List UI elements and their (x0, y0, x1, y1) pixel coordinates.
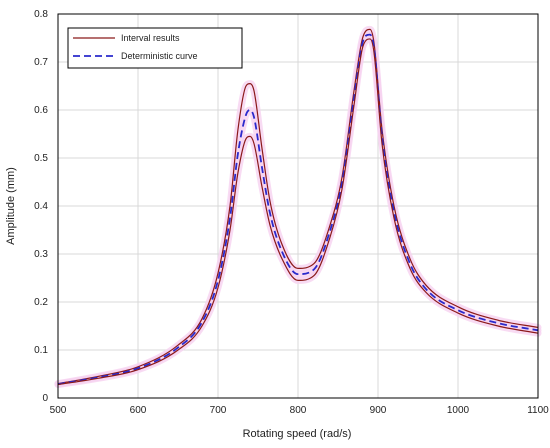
y-tick-label: 0.6 (34, 105, 48, 116)
x-tick-label: 800 (290, 405, 307, 416)
y-tick-label: 0.7 (34, 57, 48, 68)
legend-label-deterministic: Deterministic curve (121, 51, 198, 61)
x-tick-label: 1100 (527, 405, 549, 416)
y-axis-ticks: 0 0.1 0.2 0.3 0.4 0.5 0.6 0.7 0.8 (34, 9, 48, 404)
plot-frame (57, 13, 539, 399)
x-tick-label: 1000 (447, 405, 470, 416)
x-axis-label: Rotating speed (rad/s) (243, 428, 352, 440)
y-tick-label: 0.2 (34, 297, 48, 308)
chart-series (54, 25, 542, 389)
y-tick-label: 0.8 (34, 9, 48, 20)
legend-label-interval: Interval results (121, 33, 180, 43)
x-axis-ticks: 500 600 700 800 900 1000 1100 (50, 405, 550, 416)
x-tick-label: 500 (50, 405, 67, 416)
y-tick-label: 0.1 (34, 345, 48, 356)
series-line-interval-lower (57, 38, 539, 386)
x-tick-label: 600 (130, 405, 147, 416)
y-tick-label: 0.3 (34, 249, 48, 260)
y-axis-label: Amplitude (mm) (5, 167, 17, 245)
x-tick-label: 900 (370, 405, 387, 416)
series-line-interval-upper (57, 28, 539, 385)
legend-box (67, 27, 243, 69)
legend: Interval results Deterministic curve (67, 27, 243, 69)
y-tick-label: 0.4 (34, 201, 48, 212)
y-tick-label: 0.5 (34, 153, 48, 164)
x-tick-label: 700 (210, 405, 227, 416)
y-tick-label: 0 (42, 393, 48, 404)
